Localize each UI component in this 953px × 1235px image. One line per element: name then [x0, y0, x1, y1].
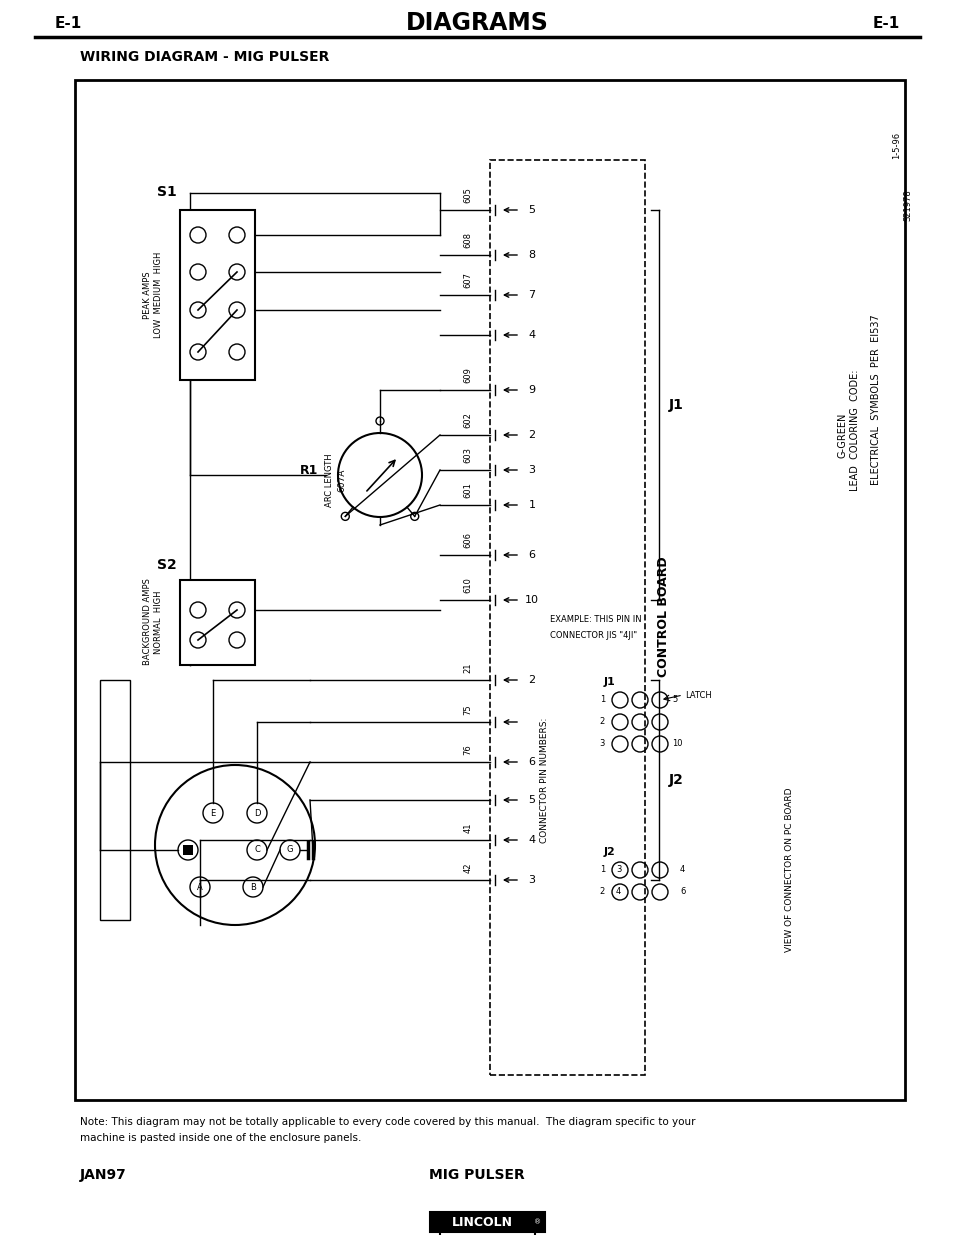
- Text: WIRING DIAGRAM - MIG PULSER: WIRING DIAGRAM - MIG PULSER: [80, 49, 329, 64]
- Text: 3: 3: [616, 866, 620, 874]
- Text: ®: ®: [534, 1219, 541, 1225]
- Text: 2: 2: [528, 676, 535, 685]
- Text: machine is pasted inside one of the enclosure panels.: machine is pasted inside one of the encl…: [80, 1132, 361, 1144]
- Text: 601: 601: [463, 482, 472, 498]
- Text: D: D: [253, 809, 260, 818]
- Text: ARC LENGTH: ARC LENGTH: [325, 453, 335, 506]
- Text: 607A: 607A: [337, 468, 346, 492]
- Bar: [430, 1212, 544, 1233]
- Text: 76: 76: [463, 745, 472, 755]
- Text: B: B: [250, 883, 255, 892]
- Bar: [75, 80, 904, 1100]
- Text: F: F: [186, 846, 191, 855]
- Text: 3: 3: [599, 740, 604, 748]
- Text: LEAD  COLORING  CODE:: LEAD COLORING CODE:: [849, 369, 859, 490]
- Text: E-1: E-1: [55, 16, 82, 31]
- Text: 42: 42: [463, 862, 472, 873]
- Bar: [180, 580, 254, 664]
- Text: DIAGRAMS: DIAGRAMS: [405, 11, 548, 35]
- Text: 41: 41: [463, 823, 472, 832]
- Text: 610: 610: [463, 577, 472, 593]
- Text: 6: 6: [528, 757, 535, 767]
- Bar: [180, 210, 254, 380]
- Text: 607: 607: [463, 272, 472, 288]
- Text: CONNECTOR JIS "4JI": CONNECTOR JIS "4JI": [550, 631, 637, 641]
- Text: 1-5-96: 1-5-96: [892, 131, 901, 158]
- Text: JAN97: JAN97: [80, 1168, 127, 1182]
- Text: 609: 609: [463, 367, 472, 383]
- Text: 603: 603: [463, 447, 472, 463]
- Text: S1: S1: [157, 185, 177, 199]
- Text: 3: 3: [528, 466, 535, 475]
- Text: 602: 602: [463, 412, 472, 429]
- Text: VIEW OF CONNECTOR ON PC BOARD: VIEW OF CONNECTOR ON PC BOARD: [784, 788, 794, 952]
- Text: G-GREEN: G-GREEN: [837, 412, 847, 458]
- Text: 5: 5: [528, 795, 535, 805]
- Text: 8: 8: [528, 249, 535, 261]
- Text: 3: 3: [528, 876, 535, 885]
- Text: 4: 4: [528, 330, 535, 340]
- Text: G: G: [287, 846, 293, 855]
- Text: 4: 4: [528, 835, 535, 845]
- Text: 1: 1: [599, 866, 604, 874]
- Text: BACKGROUND AMPS: BACKGROUND AMPS: [143, 578, 152, 666]
- Text: 2: 2: [528, 430, 535, 440]
- Text: CONNECTOR PIN NUMBERS:: CONNECTOR PIN NUMBERS:: [540, 718, 549, 842]
- Text: ELECTRICAL  SYMBOLS  PER  EI537: ELECTRICAL SYMBOLS PER EI537: [870, 315, 880, 485]
- Text: 2: 2: [599, 888, 604, 897]
- Bar: [100, 680, 130, 920]
- Text: 5: 5: [528, 205, 535, 215]
- Text: J1: J1: [602, 677, 615, 687]
- Text: LATCH: LATCH: [684, 690, 711, 699]
- Text: 608: 608: [463, 232, 472, 248]
- Text: 4: 4: [616, 888, 620, 897]
- Text: 7: 7: [528, 290, 535, 300]
- Text: 10: 10: [524, 595, 538, 605]
- Text: S2: S2: [157, 558, 177, 572]
- Text: PEAK AMPS: PEAK AMPS: [143, 272, 152, 319]
- Text: 1: 1: [599, 695, 604, 704]
- Text: 2: 2: [599, 718, 604, 726]
- Text: R1: R1: [299, 463, 317, 477]
- Text: 9: 9: [528, 385, 535, 395]
- Text: 1: 1: [528, 500, 535, 510]
- Text: 75: 75: [463, 704, 472, 715]
- Bar: [183, 845, 193, 855]
- Text: 10: 10: [671, 740, 681, 748]
- Text: 5: 5: [671, 695, 677, 704]
- Text: J2: J2: [602, 847, 615, 857]
- Text: 6: 6: [679, 888, 684, 897]
- Text: J2: J2: [668, 773, 683, 787]
- Text: S21978: S21978: [902, 189, 911, 221]
- Text: LINCOLN: LINCOLN: [451, 1215, 512, 1229]
- Text: 6: 6: [528, 550, 535, 559]
- Bar: [490, 161, 644, 1074]
- Text: Note: This diagram may not be totally applicable to every code covered by this m: Note: This diagram may not be totally ap…: [80, 1116, 695, 1128]
- Text: E-1: E-1: [872, 16, 899, 31]
- Text: LOW  MEDIUM  HIGH: LOW MEDIUM HIGH: [154, 252, 163, 338]
- Text: CONTROL BOARD: CONTROL BOARD: [657, 557, 669, 677]
- Text: 21: 21: [463, 662, 472, 673]
- Text: C: C: [253, 846, 259, 855]
- Text: EXAMPLE: THIS PIN IN: EXAMPLE: THIS PIN IN: [550, 615, 641, 625]
- Text: E: E: [211, 809, 215, 818]
- Bar: [439, 1233, 535, 1235]
- Text: 606: 606: [463, 532, 472, 548]
- Text: MIG PULSER: MIG PULSER: [429, 1168, 524, 1182]
- Text: J1: J1: [668, 398, 683, 412]
- Text: 605: 605: [463, 188, 472, 203]
- Text: 4: 4: [679, 866, 684, 874]
- Text: A: A: [197, 883, 203, 892]
- Text: NORMAL  HIGH: NORMAL HIGH: [154, 590, 163, 653]
